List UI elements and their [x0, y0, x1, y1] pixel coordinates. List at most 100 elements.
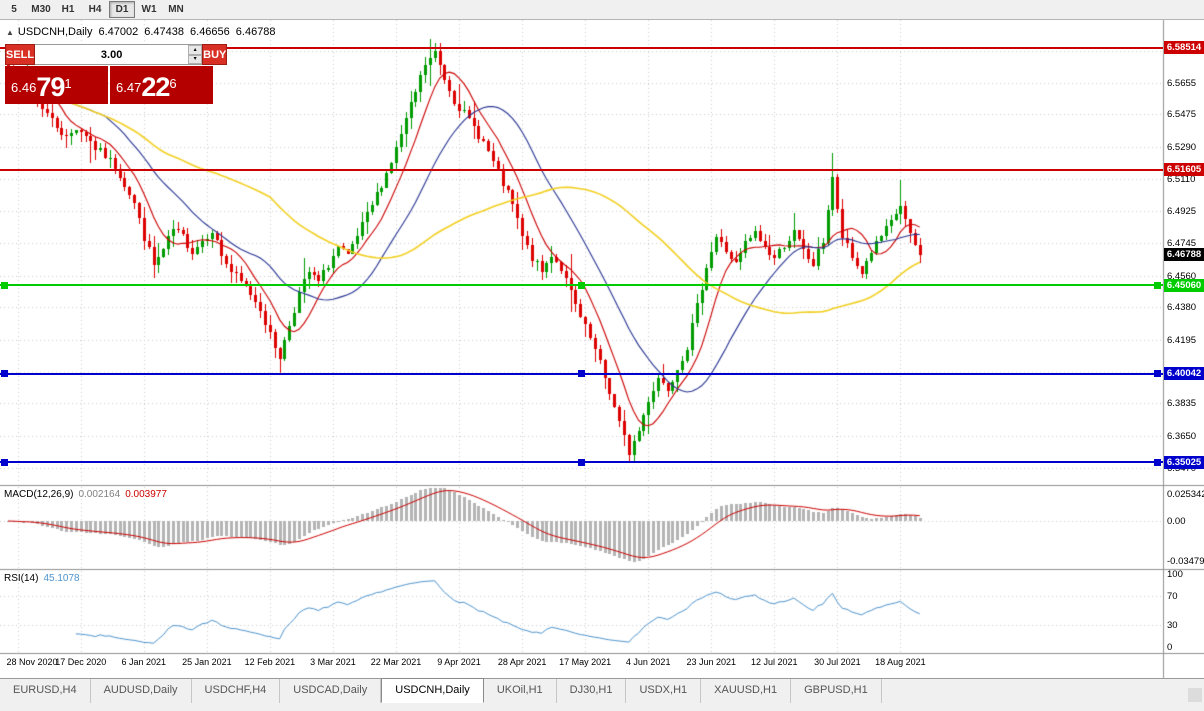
price-axis-tick: 6.3650 — [1167, 431, 1197, 443]
symbol-label: USDCNH,Daily — [17, 26, 93, 38]
macd-indicator-label: MACD(12,26,9) 0.002164 0.003977 — [4, 489, 167, 500]
timeframe-button-W1[interactable]: W1 — [141, 4, 157, 15]
chart-tab-EURUSD-H4[interactable]: EURUSD,H4 — [0, 679, 91, 703]
chart-ohlc-header: ▲ USDCNH,Daily 6.47002 6.47438 6.46656 6.4678… — [6, 26, 276, 38]
current-price-label: 6.46788 — [1164, 248, 1204, 262]
open-value: 6.47002 — [98, 26, 139, 38]
chart-tab-AUDUSD-Daily[interactable]: AUDUSD,Daily — [91, 679, 192, 703]
price-line-label: 6.45060 — [1164, 278, 1204, 292]
price-line-label: 6.35025 — [1164, 455, 1204, 469]
line-handle[interactable] — [1154, 281, 1161, 289]
lot-size-control: ▴ ▾ — [35, 44, 203, 65]
bid-quote-box[interactable]: 6.46 79 1 — [5, 66, 108, 104]
date-axis-label: 28 Nov 2020 — [6, 657, 58, 667]
rsi-axis-value: 100 — [1167, 569, 1183, 580]
line-handle[interactable] — [1154, 458, 1161, 466]
rsi-indicator-label: RSI(14) 45.1078 — [4, 573, 80, 584]
macd-axis-value: 0.025342 — [1167, 489, 1204, 500]
horizontal-line[interactable] — [0, 168, 1163, 171]
price-axis-tick: 6.5655 — [1167, 77, 1197, 89]
price-axis-tick: 6.4380 — [1167, 302, 1197, 314]
rsi-value: 45.1078 — [43, 573, 80, 584]
buy-button[interactable]: BUY — [202, 44, 228, 65]
price-axis-tick: 6.5290 — [1167, 141, 1197, 153]
chart-tab-UKOil-H1[interactable]: UKOil,H1 — [484, 679, 557, 703]
low-value: 6.46656 — [190, 26, 230, 38]
timeframe-button-H1[interactable]: H1 — [61, 4, 75, 15]
line-handle[interactable] — [578, 458, 585, 466]
line-handle[interactable] — [1, 370, 8, 378]
price-axis-tick: 6.5110 — [1167, 173, 1196, 185]
date-axis-label: 18 Aug 2021 — [875, 657, 926, 667]
price-axis-tick: 6.5475 — [1167, 109, 1197, 121]
line-handle[interactable] — [578, 281, 585, 289]
bid-price-base: 6.46 — [11, 80, 37, 95]
timeframe-button-M30[interactable]: M30 — [31, 4, 51, 15]
one-click-trading-panel: SELL ▴ ▾ BUY 6.46 79 1 6.47 — [5, 44, 228, 104]
price-line-label: 6.58514 — [1164, 41, 1204, 55]
macd-main-value: 0.002164 — [78, 489, 121, 500]
date-axis-label: 12 Feb 2021 — [244, 657, 296, 667]
date-axis-label: 9 Apr 2021 — [437, 657, 481, 667]
timeframe-button-MN[interactable]: MN — [168, 4, 184, 15]
line-handle[interactable] — [578, 370, 585, 378]
date-axis-label: 22 Mar 2021 — [370, 657, 422, 667]
ask-price-pips: 22 — [141, 72, 170, 102]
date-axis-label: 30 Jul 2021 — [814, 657, 861, 667]
line-handle[interactable] — [1154, 370, 1161, 378]
timeframe-toolbar: 5 M30 H1 H4 D1 W1 MN — [0, 0, 1204, 20]
line-handle[interactable] — [1, 458, 8, 466]
chart-tabs-bar: EURUSD,H4 AUDUSD,Daily USDCHF,H4 USDCAD,Dai… — [0, 678, 1204, 711]
timeframe-button-H4[interactable]: H4 — [88, 4, 102, 15]
price-axis-tick: 6.4195 — [1167, 334, 1197, 346]
lot-size-input[interactable] — [35, 45, 189, 64]
chart-tab-DJ30-H1[interactable]: DJ30,H1 — [557, 679, 627, 703]
price-line-label: 6.51605 — [1164, 163, 1204, 177]
date-axis-label: 23 Jun 2021 — [686, 657, 737, 667]
macd-axis-value: -0.03479 — [1167, 556, 1204, 568]
ask-price-point: 6 — [169, 76, 177, 91]
macd-title: MACD(12,26,9) — [4, 489, 74, 500]
line-handle[interactable] — [1, 281, 8, 289]
chart-tab-USDX-H1[interactable]: USDX,H1 — [626, 679, 702, 703]
close-value: 6.46788 — [235, 26, 276, 38]
lot-decrease-button[interactable]: ▾ — [188, 54, 203, 64]
bid-price-pips: 79 — [36, 72, 65, 102]
date-axis-label: 25 Jan 2021 — [182, 657, 232, 667]
date-axis-label: 17 Dec 2020 — [55, 657, 107, 667]
rsi-axis-value: 70 — [1167, 590, 1178, 602]
bid-price-point: 1 — [64, 76, 72, 91]
timeframe-button-5[interactable]: 5 — [11, 4, 17, 15]
sell-button[interactable]: SELL — [5, 44, 36, 65]
lot-spinner: ▴ ▾ — [188, 45, 203, 64]
date-axis-label: 28 Apr 2021 — [497, 657, 547, 667]
tabbar-corner — [1188, 688, 1202, 702]
date-axis-label: 3 Mar 2021 — [310, 657, 356, 667]
date-axis-label: 17 May 2021 — [559, 657, 612, 667]
price-axis-tick: 6.4560 — [1167, 270, 1197, 282]
rsi-axis-value: 30 — [1167, 620, 1178, 632]
timeframe-button-D1[interactable]: D1 — [109, 1, 135, 18]
chart-tab-USDCNH-Daily[interactable]: USDCNH,Daily — [381, 678, 484, 703]
rsi-axis-value: 0 — [1167, 642, 1173, 653]
ask-quote-box[interactable]: 6.47 22 6 — [110, 66, 213, 104]
date-axis-label: 6 Jan 2021 — [121, 657, 167, 667]
horizontal-line[interactable] — [0, 46, 1163, 49]
price-axis-tick: 6.4925 — [1167, 206, 1197, 218]
chart-tab-USDCAD-Daily[interactable]: USDCAD,Daily — [280, 679, 382, 703]
macd-axis-value: 0.00 — [1167, 516, 1186, 528]
high-value: 6.47438 — [144, 26, 185, 38]
price-axis-tick: 6.3835 — [1167, 398, 1197, 410]
ask-price-base: 6.47 — [116, 80, 142, 95]
rsi-title: RSI(14) — [4, 573, 39, 584]
macd-signal-value: 0.003977 — [125, 489, 167, 500]
lot-increase-button[interactable]: ▴ — [188, 45, 203, 55]
price-line-label: 6.40042 — [1164, 367, 1204, 381]
chart-tab-USDCHF-H4[interactable]: USDCHF,H4 — [192, 679, 281, 703]
collapse-icon[interactable]: ▲ — [6, 28, 14, 37]
chart-tab-XAUUSD-H1[interactable]: XAUUSD,H1 — [701, 679, 792, 703]
date-axis-label: 12 Jul 2021 — [751, 657, 798, 667]
chart-tab-GBPUSD-H1[interactable]: GBPUSD,H1 — [791, 679, 882, 703]
